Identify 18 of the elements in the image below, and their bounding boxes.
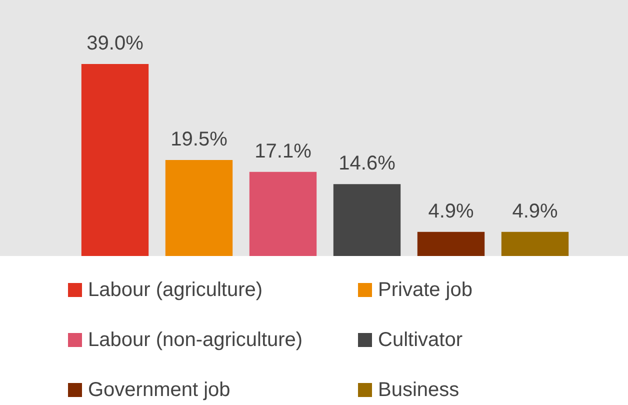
legend-label: Cultivator xyxy=(378,328,462,352)
data-label: 4.9% xyxy=(428,200,474,222)
bar xyxy=(417,232,485,256)
legend-label: Government job xyxy=(88,378,230,402)
bar xyxy=(249,172,317,256)
bar xyxy=(165,160,233,256)
data-label: 39.0% xyxy=(86,32,144,55)
data-label: 14.6% xyxy=(338,152,396,175)
data-label: 19.5% xyxy=(170,128,228,151)
bar xyxy=(501,232,569,256)
legend-label: Labour (agriculture) xyxy=(88,278,263,302)
data-label: 17.1% xyxy=(254,140,312,162)
data-label: 4.9% xyxy=(512,200,558,222)
bar xyxy=(333,184,401,256)
legend-label: Private job xyxy=(378,278,472,302)
legend-label: Labour (non-agriculture) xyxy=(88,328,303,352)
bar xyxy=(81,64,149,256)
legend-label: Business xyxy=(378,378,460,402)
